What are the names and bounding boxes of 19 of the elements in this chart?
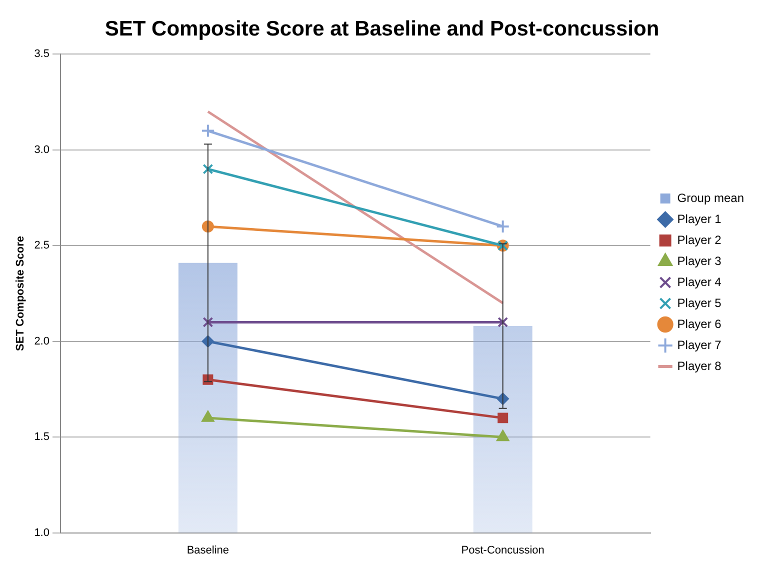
legend-label: Player 3 bbox=[677, 254, 722, 268]
legend-label: Player 2 bbox=[677, 232, 722, 247]
y-tick-label: 1.0 bbox=[34, 526, 50, 539]
y-axis-title: SET Composite Score bbox=[14, 236, 27, 351]
legend-label: Player 7 bbox=[677, 338, 722, 352]
legend-label: Player 4 bbox=[677, 274, 722, 289]
x-tick-label: Baseline bbox=[186, 544, 230, 556]
y-tick-label: 3.5 bbox=[34, 48, 50, 60]
y-tick-label: 3.0 bbox=[34, 144, 50, 156]
legend-label: Group mean bbox=[677, 190, 744, 205]
y-tick-label: 2.5 bbox=[34, 240, 50, 252]
y-tick-label: 1.5 bbox=[34, 431, 50, 444]
y-tick-label: 2.0 bbox=[34, 335, 50, 348]
legend-label: Player 8 bbox=[677, 358, 722, 373]
x-tick-label: Post-Concussion bbox=[461, 544, 544, 556]
legend-label: Player 6 bbox=[677, 316, 722, 331]
chart-title: SET Composite Score at Baseline and Post-concussion bbox=[104, 17, 660, 40]
legend-label: Player 1 bbox=[677, 212, 722, 226]
legend-label: Player 5 bbox=[677, 296, 722, 310]
